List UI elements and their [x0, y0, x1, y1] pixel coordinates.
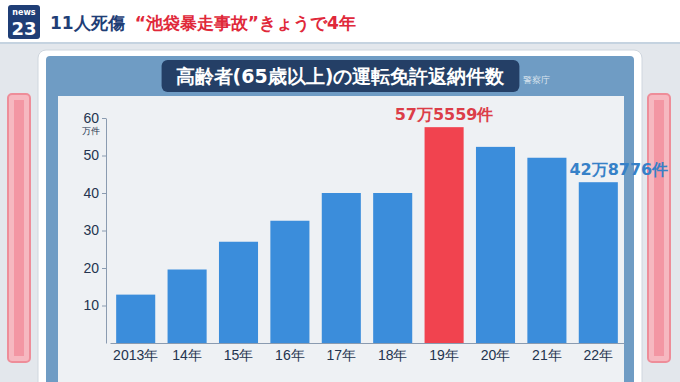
- x-tick: 14年: [172, 343, 202, 363]
- y-tick-label: 50: [83, 147, 99, 163]
- x-tick: 19年: [429, 343, 459, 363]
- bar: [476, 147, 515, 343]
- y-tick: 40: [83, 185, 106, 201]
- header-band: [0, 0, 680, 44]
- bars: [116, 127, 618, 343]
- bar: [322, 193, 361, 343]
- x-tick-label: 19年: [429, 347, 459, 363]
- title-box: [162, 60, 520, 92]
- side-pillar: [8, 94, 30, 362]
- bar: [168, 270, 207, 344]
- x-tick: 16年: [275, 343, 305, 363]
- bar: [425, 127, 464, 343]
- x-axis: 2013年 14年 15年 16年 17年 18年 19年 20年 21年 22年: [111, 343, 625, 363]
- x-tick-label: 21年: [532, 347, 562, 363]
- plot-panel: [58, 96, 624, 382]
- canvas: news23 11人死傷 “池袋暴走事故”きょうで4年高齢者(65歳以上)の運転免許…: [0, 0, 680, 382]
- side-pillar: [648, 94, 670, 362]
- y-tick-mark: [102, 306, 106, 307]
- x-tick-label: 14年: [172, 347, 202, 363]
- source: 警察庁: [523, 75, 550, 85]
- y-tick: 10: [83, 297, 106, 313]
- x-tick: 17年: [327, 343, 357, 363]
- panel-outer: [38, 50, 642, 382]
- y-axis-title: 万件: [82, 126, 100, 136]
- x-tick-label: 15年: [224, 347, 254, 363]
- data-label: 57万5559件: [395, 105, 494, 124]
- headline: “池袋暴走事故”きょうで4年: [135, 13, 356, 33]
- bar: [219, 242, 258, 343]
- chart-title: 高齢者(65歳以上)の運転免許返納件数: [176, 65, 506, 87]
- y-tick-mark: [102, 118, 106, 119]
- x-tick-label: 18年: [378, 347, 408, 363]
- y-tick-label: 60: [83, 110, 99, 126]
- y-tick-mark: [102, 156, 106, 157]
- y-axis-line: [106, 119, 107, 344]
- y-tick: 50: [83, 147, 106, 163]
- x-tick-label: 16年: [275, 347, 305, 363]
- data-labels: 57万5559件 42万8776件: [395, 105, 669, 179]
- side-pillar-inner: [14, 100, 24, 356]
- y-tick-mark: [102, 231, 106, 232]
- x-tick-label: 20年: [481, 347, 511, 363]
- y-axis: 10 20 30 40 50 60: [83, 110, 106, 344]
- header-rule: [0, 42, 680, 44]
- bar: [116, 295, 155, 343]
- y-tick-label: 40: [83, 185, 99, 201]
- logo-text: 23: [11, 18, 36, 39]
- x-tick-label: 2013年: [113, 347, 158, 363]
- y-tick-label: 20: [83, 260, 99, 276]
- bar: [579, 182, 618, 343]
- y-tick-label: 30: [83, 222, 99, 238]
- panel-frame: [46, 56, 634, 382]
- data-label: 42万8776件: [569, 160, 668, 179]
- x-tick: 21年: [532, 343, 562, 363]
- x-tick-label: 22年: [584, 347, 614, 363]
- side-pillar-inner: [654, 100, 664, 356]
- logo-box: [8, 5, 40, 39]
- x-axis-line: [111, 343, 625, 344]
- y-tick: 30: [83, 222, 106, 238]
- x-tick: 22年: [584, 343, 614, 363]
- y-tick: 20: [83, 260, 106, 276]
- x-tick: 15年: [224, 343, 254, 363]
- y-tick: 60: [83, 110, 106, 126]
- y-tick-label: 10: [83, 297, 99, 313]
- x-tick: 2013年: [113, 343, 158, 363]
- headline-tag: 11人死傷: [50, 13, 125, 33]
- x-tick: 20年: [481, 343, 511, 363]
- bar: [373, 193, 412, 343]
- x-tick-label: 17年: [327, 347, 357, 363]
- y-tick-mark: [102, 268, 106, 269]
- bar: [527, 158, 566, 343]
- bar: [270, 221, 309, 343]
- y-tick-mark: [102, 193, 106, 194]
- x-tick: 18年: [378, 343, 408, 363]
- logo-text: news: [12, 8, 36, 17]
